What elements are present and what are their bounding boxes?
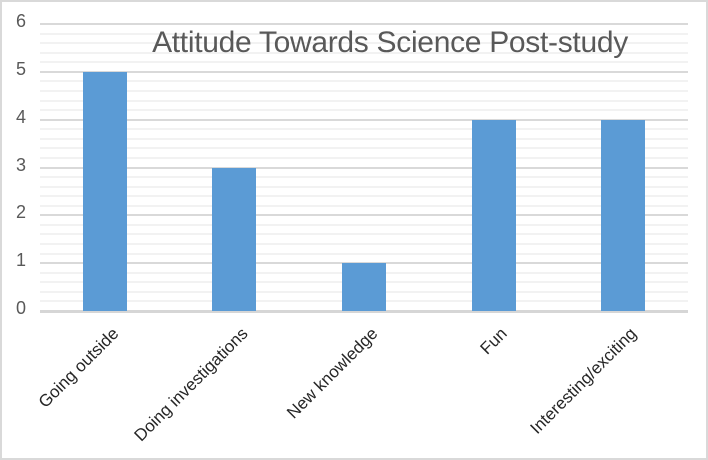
bar-doing-investigations — [212, 167, 257, 311]
bar-fun — [471, 119, 516, 311]
plot-area — [40, 23, 688, 313]
major-gridline — [40, 70, 688, 73]
x-tick-label-new-knowledge: New knowledge — [283, 324, 382, 423]
y-tick-label-3: 3 — [15, 154, 26, 175]
minor-gridline — [40, 195, 688, 198]
y-tick-label-6: 6 — [15, 11, 26, 31]
minor-gridline — [40, 252, 688, 255]
y-tick-label-4: 4 — [15, 106, 26, 127]
bar-interesting-exciting — [601, 119, 646, 311]
x-tick-label-going-outside: Going outside — [34, 324, 123, 412]
minor-gridline — [40, 32, 688, 35]
minor-gridline — [40, 80, 688, 83]
chart-title: Attitude Towards Science Post-study — [152, 26, 628, 59]
minor-gridline — [40, 89, 688, 92]
y-tick-label-0: 0 — [15, 298, 26, 318]
minor-gridline — [40, 204, 688, 207]
minor-gridline — [40, 99, 688, 102]
x-tick-label-doing-investigations: Doing investigations — [130, 324, 252, 446]
x-tick-label-fun: Fun — [476, 324, 512, 359]
minor-gridline — [40, 137, 688, 140]
minor-gridline — [40, 243, 688, 246]
major-gridline — [40, 214, 688, 217]
minor-gridline — [40, 233, 688, 236]
minor-gridline — [40, 176, 688, 179]
minor-gridline — [40, 128, 688, 131]
x-tick-label-interesting-exciting: Interesting/exciting — [526, 324, 641, 438]
minor-gridline — [40, 185, 688, 188]
y-tick-label-2: 2 — [15, 202, 26, 223]
minor-gridline — [40, 147, 688, 150]
minor-gridline — [40, 61, 688, 64]
minor-gridline — [40, 51, 688, 54]
y-tick-label-5: 5 — [15, 58, 26, 79]
major-gridline — [40, 166, 688, 169]
minor-gridline — [40, 109, 688, 112]
bar-going-outside — [82, 71, 127, 311]
bar-new-knowledge — [342, 263, 386, 311]
major-gridline — [40, 23, 688, 25]
minor-gridline — [40, 223, 688, 226]
x-axis-line — [40, 310, 688, 313]
minor-gridline — [40, 42, 688, 45]
y-tick-label-1: 1 — [15, 250, 26, 271]
minor-gridline — [40, 156, 688, 159]
major-gridline — [40, 118, 688, 121]
